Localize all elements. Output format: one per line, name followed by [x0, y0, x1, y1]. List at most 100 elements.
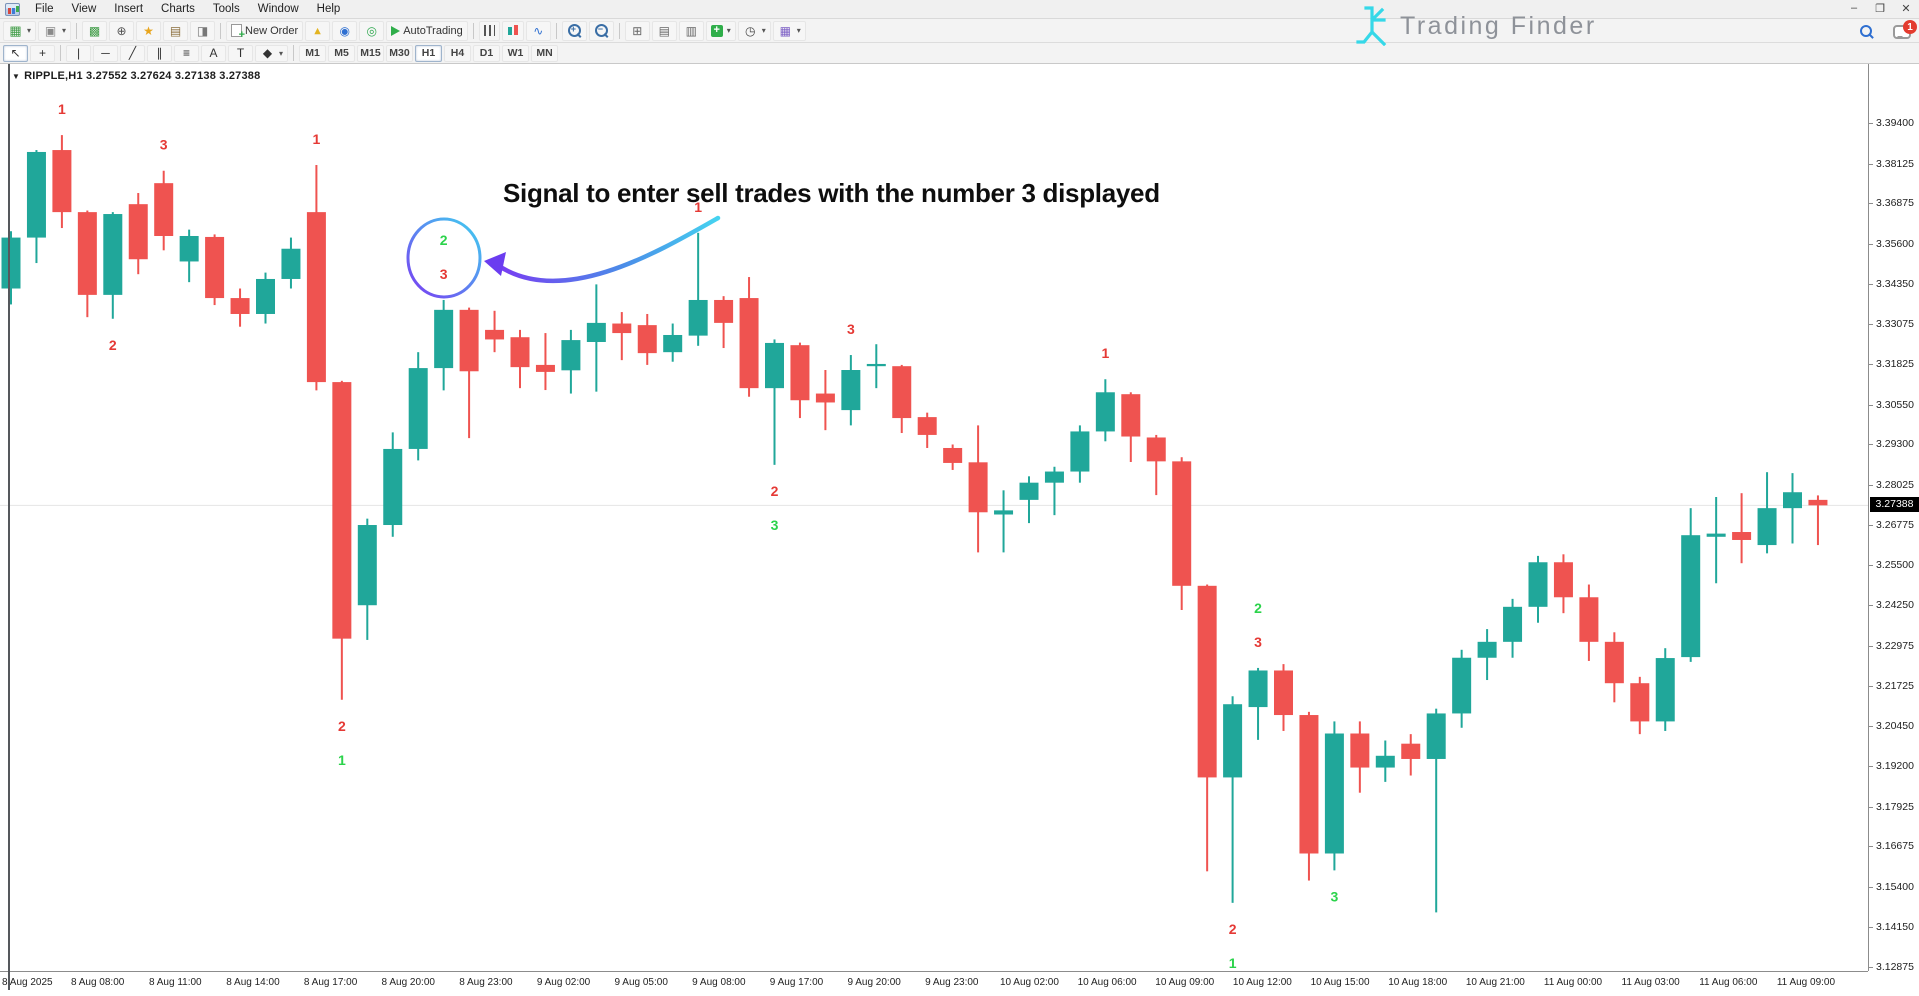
- periods-button[interactable]: ◷ ▾: [737, 20, 771, 41]
- menu-item-help[interactable]: Help: [316, 2, 341, 15]
- time-axis-label: 11 Aug 00:00: [1543, 977, 1603, 988]
- candle-body: [1604, 641, 1624, 684]
- navigator-button[interactable]: ★: [136, 20, 162, 41]
- arrange-vertical-button[interactable]: ▥: [678, 20, 704, 41]
- terminal-button[interactable]: ▤: [163, 20, 189, 41]
- menu-bar: File View Insert Charts Tools Window Help: [0, 0, 1919, 19]
- minimize-button[interactable]: –: [1850, 2, 1858, 14]
- metaeditor-button[interactable]: ▼: [305, 20, 331, 41]
- timeframe-M1[interactable]: M1: [299, 44, 327, 62]
- price-tick: [1869, 765, 1873, 767]
- candle-body: [612, 323, 632, 334]
- timeframe-MN[interactable]: MN: [531, 44, 559, 62]
- line-studies-toolbar: ↖ + | ─ ╱ ∥ ≡ A T ◆ ▾ M1 M5 M15 M30 H1 H4 D1 W1 MN: [0, 43, 1919, 64]
- menu-item-window[interactable]: Window: [257, 2, 299, 15]
- tile-windows-button[interactable]: ⊞: [624, 20, 650, 41]
- timeframe-M30[interactable]: M30: [386, 44, 414, 62]
- chevron-down-icon[interactable]: ▾: [27, 26, 32, 35]
- tester-icon: ◨: [196, 23, 209, 38]
- templates-button[interactable]: ▦ ▾: [772, 20, 806, 41]
- new-order-button[interactable]: New Order: [226, 20, 304, 41]
- candle-wick: [1816, 495, 1819, 546]
- new-chart-button[interactable]: ▦ ▾: [3, 20, 37, 41]
- menu-item-charts[interactable]: Charts: [161, 2, 195, 15]
- channel-tool[interactable]: ∥: [147, 44, 172, 62]
- price-axis-label: 3.30550: [1876, 398, 1914, 411]
- candle-body: [1375, 755, 1395, 768]
- notifications-icon[interactable]: 1: [1893, 20, 1917, 39]
- candle-body: [968, 462, 988, 513]
- menu-item-file[interactable]: File: [35, 2, 54, 15]
- chevron-down-icon[interactable]: ▾: [726, 26, 731, 35]
- price-axis-label: 3.21725: [1876, 679, 1914, 692]
- candle-body: [765, 342, 784, 389]
- data-center-button[interactable]: ◎: [359, 20, 385, 41]
- profiles-button[interactable]: ▣ ▾: [38, 20, 72, 41]
- notebook-icon: ▤: [169, 23, 182, 38]
- candle-body: [383, 448, 403, 526]
- horizontal-line-tool[interactable]: ─: [93, 44, 118, 62]
- chevron-down-icon[interactable]: ▾: [62, 26, 67, 35]
- fibonacci-tool[interactable]: ≡: [174, 44, 199, 62]
- search-icon[interactable]: [1859, 24, 1875, 40]
- indicators-button[interactable]: + ▾: [705, 20, 736, 41]
- chevron-down-icon[interactable]: ▾: [761, 26, 766, 35]
- new-order-button-label: New Order: [245, 24, 299, 37]
- signal-marker-red-1: 1: [694, 199, 702, 215]
- price-tick: [1869, 485, 1873, 487]
- expert-advisor-button[interactable]: ◉: [332, 20, 358, 41]
- line-chart-button[interactable]: ∿: [525, 20, 551, 41]
- signal-marker-green-3: 3: [771, 517, 779, 533]
- candle-body: [1630, 683, 1650, 722]
- cursor-tool[interactable]: ↖: [3, 44, 28, 62]
- vertical-line-tool[interactable]: |: [66, 44, 91, 62]
- timeframe-W1[interactable]: W1: [502, 44, 530, 62]
- timeframe-M5[interactable]: M5: [328, 44, 356, 62]
- candle-body: [739, 298, 759, 389]
- bar-chart-button[interactable]: [478, 20, 500, 41]
- shapes-tool[interactable]: ◆ ▾: [255, 44, 289, 62]
- candlestick-chart-button[interactable]: [501, 20, 524, 41]
- autotrading-button[interactable]: AutoTrading: [386, 20, 468, 41]
- crosshair-tool[interactable]: +: [30, 44, 55, 62]
- zoom-in-button[interactable]: +: [561, 20, 587, 41]
- time-axis-label: 9 Aug 20:00: [847, 977, 901, 988]
- price-axis-label: 3.31825: [1876, 358, 1914, 371]
- strategy-tester-button[interactable]: ◨: [190, 20, 216, 41]
- candle-body: [230, 298, 250, 314]
- timeframe-H4[interactable]: H4: [444, 44, 472, 62]
- candle-body: [1503, 606, 1523, 642]
- candle-body: [1274, 670, 1293, 716]
- menu-item-insert[interactable]: Insert: [114, 2, 144, 15]
- close-button[interactable]: ✕: [1901, 3, 1911, 15]
- chevron-down-icon[interactable]: ▼: [12, 72, 21, 81]
- chart-canvas[interactable]: 1 2 3 1 2 1 2 3 1 2 3 3 1 2 1 2 3 3: [0, 64, 1868, 971]
- menu-item-tools[interactable]: Tools: [212, 2, 240, 15]
- timeframe-H1[interactable]: H1: [415, 44, 443, 62]
- candle-body: [26, 151, 46, 238]
- arrange-horizontal-button[interactable]: ▤: [651, 20, 677, 41]
- price-axis-label: 3.28025: [1876, 479, 1914, 492]
- menu-items: File View Insert Charts Tools Window Help: [26, 0, 349, 19]
- time-axis[interactable]: 8 Aug 2025 8 Aug 08:00 8 Aug 11:00 8 Aug 14…: [0, 971, 1868, 996]
- candle-body: [332, 382, 352, 639]
- price-axis-label: 3.33075: [1876, 318, 1914, 331]
- label-tool[interactable]: T: [228, 44, 253, 62]
- timeframe-D1[interactable]: D1: [473, 44, 501, 62]
- grid4-icon: ⊞: [632, 23, 643, 38]
- chevron-down-icon[interactable]: ▾: [796, 26, 801, 35]
- text-tool[interactable]: A: [201, 44, 226, 62]
- menu-item-view[interactable]: View: [71, 2, 97, 15]
- data-window-button[interactable]: ⊕: [109, 20, 135, 41]
- price-axis[interactable]: 3.39400 3.38125 3.36875 3.35600 3.34350 3.330…: [1868, 64, 1919, 973]
- candle-body: [1452, 657, 1472, 714]
- market-watch-button[interactable]: ▩: [82, 20, 108, 41]
- candle-body: [434, 309, 454, 369]
- restore-button[interactable]: ❐: [1875, 3, 1885, 15]
- zoom-out-button[interactable]: −: [588, 20, 614, 41]
- globe-icon: ◎: [366, 23, 377, 38]
- trendline-tool[interactable]: ╱: [120, 44, 145, 62]
- timeframe-M15[interactable]: M15: [357, 44, 385, 62]
- chevron-down-icon[interactable]: ▾: [279, 48, 284, 58]
- price-axis-label: 3.15400: [1876, 880, 1914, 893]
